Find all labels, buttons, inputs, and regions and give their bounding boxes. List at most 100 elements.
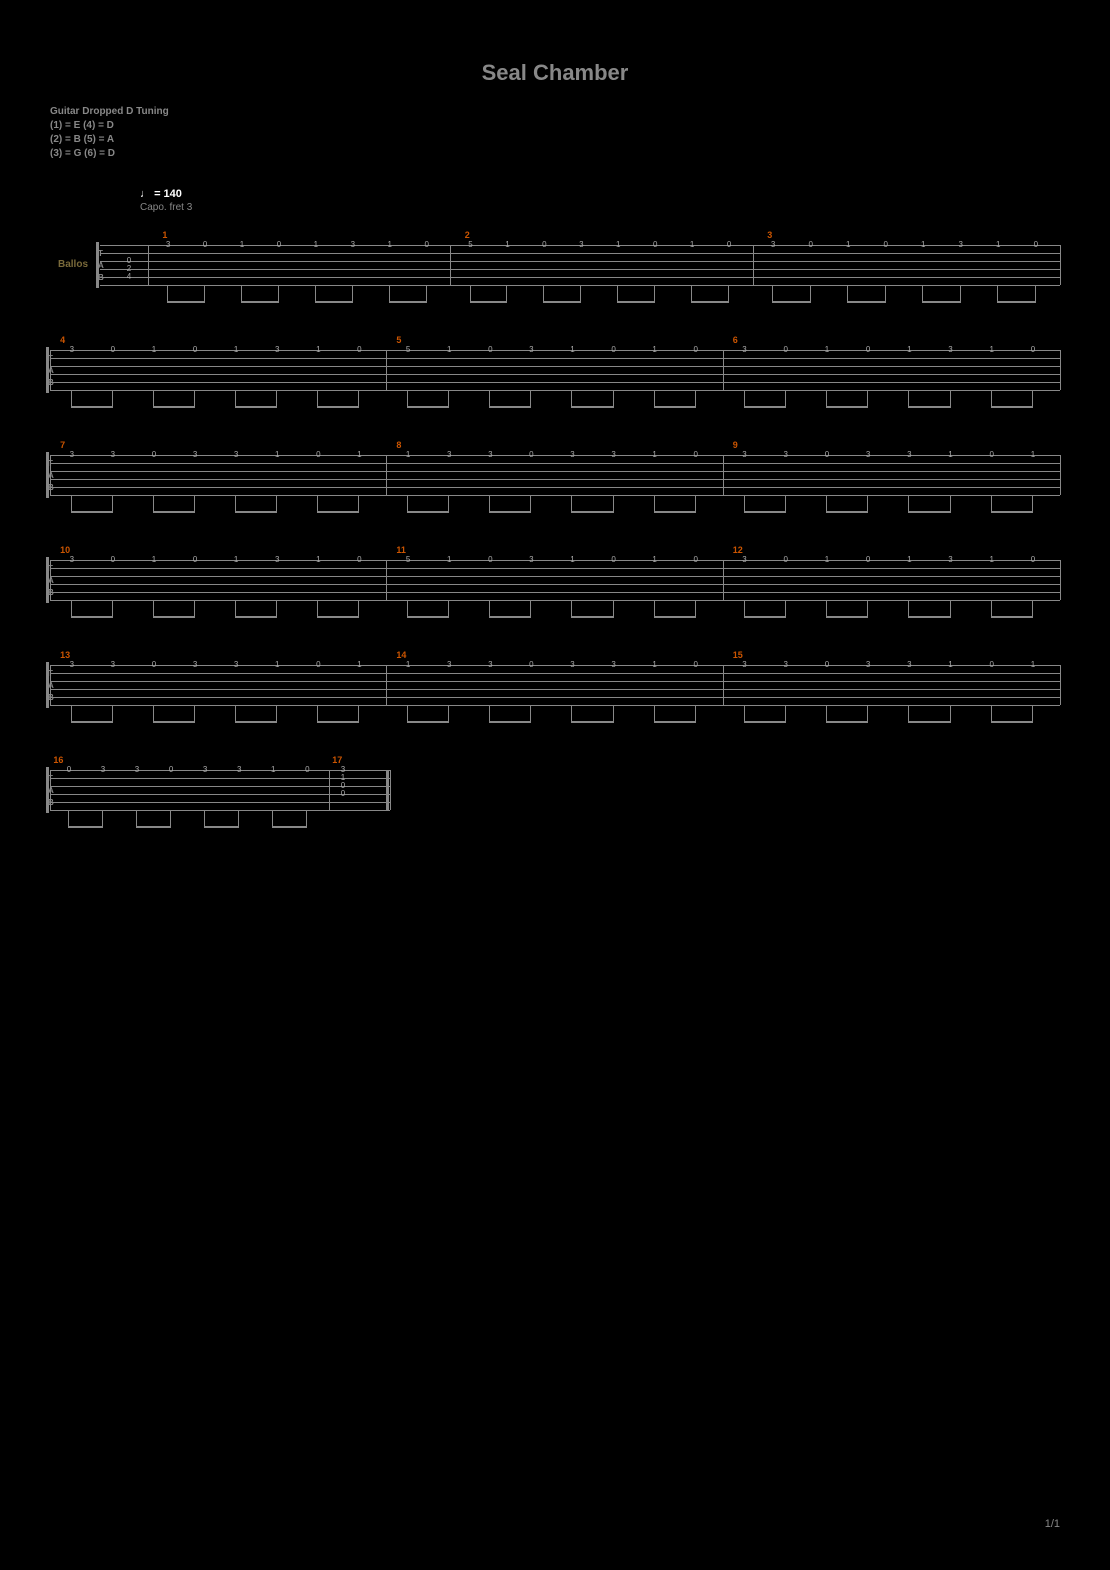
measure-number: 16 (53, 755, 63, 765)
measure-number: 3 (767, 230, 772, 240)
barline (148, 245, 149, 285)
fret-number: 0 (691, 555, 701, 564)
note-stem (112, 495, 113, 513)
staff-line (100, 261, 1060, 262)
note-stem (785, 600, 786, 618)
fret-number: 3 (576, 240, 586, 249)
note-beam (241, 301, 278, 303)
note-beam (153, 406, 194, 408)
note-beam (744, 511, 785, 513)
note-stem (448, 600, 449, 618)
fret-number: 0 (64, 765, 74, 774)
note-beam (908, 511, 949, 513)
fret-number: 0 (1028, 345, 1038, 354)
fret-number: 3 (946, 345, 956, 354)
fret-number: 0 (863, 555, 873, 564)
note-stem (695, 390, 696, 408)
fret-number: 0 (149, 450, 159, 459)
barline (723, 350, 724, 390)
fret-number: 1 (313, 555, 323, 564)
barline (723, 665, 724, 705)
note-stem (358, 705, 359, 723)
note-beam (908, 721, 949, 723)
note-beam (489, 406, 530, 408)
note-stem (695, 705, 696, 723)
note-stem (867, 390, 868, 408)
fret-number: 0 (691, 345, 701, 354)
note-beam (136, 826, 170, 828)
fret-number: 4 (124, 272, 134, 281)
fret-number: 0 (724, 240, 734, 249)
note-stem (358, 495, 359, 513)
fret-number: 3 (108, 660, 118, 669)
note-beam (617, 301, 654, 303)
fret-number: 3 (231, 660, 241, 669)
measure-number: 10 (60, 545, 70, 555)
measure-number: 6 (733, 335, 738, 345)
fret-number: 1 (650, 555, 660, 564)
staff-line (50, 681, 1060, 682)
fret-number: 3 (768, 240, 778, 249)
note-stem (950, 390, 951, 408)
barline (50, 770, 51, 810)
note-stem (885, 285, 886, 303)
fret-number: 3 (946, 555, 956, 564)
barline (1060, 245, 1061, 285)
note-stem (358, 390, 359, 408)
note-stem (204, 285, 205, 303)
note-beam (991, 511, 1032, 513)
note-stem (1032, 705, 1033, 723)
note-beam (654, 511, 695, 513)
note-stem (613, 600, 614, 618)
fret-number: 3 (609, 660, 619, 669)
fret-number: 5 (403, 555, 413, 564)
fret-number: 3 (526, 345, 536, 354)
fret-number: 3 (272, 345, 282, 354)
fret-number: 0 (526, 660, 536, 669)
note-beam (407, 511, 448, 513)
measure-number: 11 (396, 545, 406, 555)
fret-number: 0 (190, 555, 200, 564)
fret-number: 3 (67, 660, 77, 669)
fret-number: 0 (354, 345, 364, 354)
fret-number: 1 (613, 240, 623, 249)
note-stem (785, 390, 786, 408)
fret-number: 0 (691, 450, 701, 459)
fret-number: 1 (1028, 450, 1038, 459)
staff-line (50, 584, 1060, 585)
track-label: Ballos (58, 259, 88, 270)
staff-line (50, 358, 1060, 359)
fret-number: 0 (806, 240, 816, 249)
fret-number: 0 (781, 345, 791, 354)
note-beam (71, 511, 112, 513)
note-beam (744, 406, 785, 408)
fret-number: 1 (403, 450, 413, 459)
fret-number: 0 (650, 240, 660, 249)
note-beam (489, 721, 530, 723)
fret-number: 0 (539, 240, 549, 249)
song-title: Seal Chamber (0, 0, 1110, 86)
barline (450, 245, 451, 285)
staff-line (50, 374, 1060, 375)
note-beam (167, 301, 204, 303)
capo-marking: Capo. fret 3 (140, 202, 192, 213)
fret-number: 3 (567, 660, 577, 669)
note-beam (772, 301, 810, 303)
note-beam (489, 511, 530, 513)
tab-letter: T (98, 249, 103, 258)
note-beam (744, 721, 785, 723)
fret-number: 1 (354, 660, 364, 669)
fret-number: 3 (272, 555, 282, 564)
note-stem (358, 600, 359, 618)
fret-number: 1 (237, 240, 247, 249)
fret-number: 1 (354, 450, 364, 459)
barline (723, 455, 724, 495)
tab-staff-row: TAB456301013105103101030101310 (50, 350, 1060, 390)
fret-number: 1 (403, 660, 413, 669)
fret-number: 3 (863, 660, 873, 669)
note-stem (613, 390, 614, 408)
fret-number: 3 (740, 555, 750, 564)
fret-number: 0 (822, 660, 832, 669)
fret-number: 0 (1028, 555, 1038, 564)
note-beam (826, 721, 867, 723)
